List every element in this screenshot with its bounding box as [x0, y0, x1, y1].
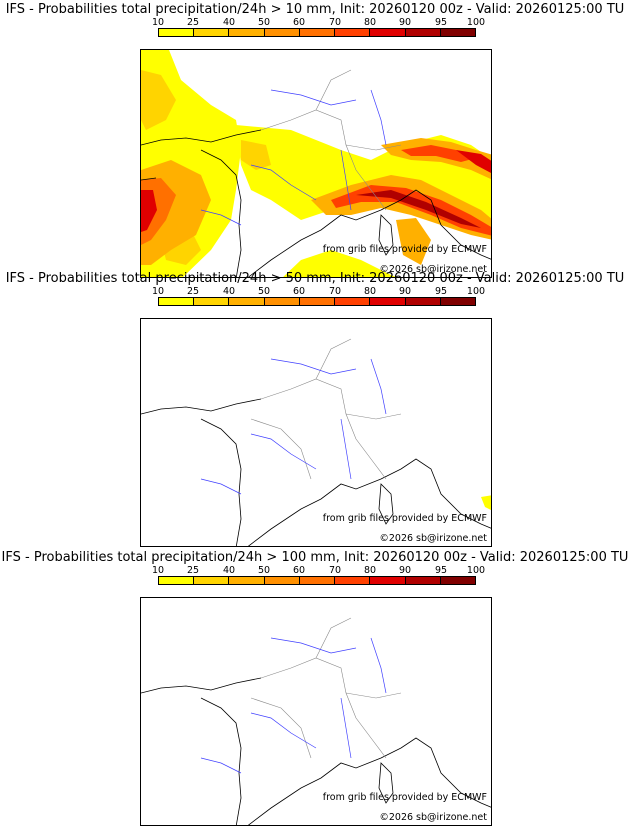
colorbar-segment	[335, 577, 371, 584]
colorbar-segment	[299, 577, 336, 584]
map-canvas	[141, 50, 491, 277]
colorbar-segment	[159, 577, 195, 584]
copyright: ©2026 sb@irizone.net	[379, 264, 487, 275]
colorbar-segment	[194, 577, 230, 584]
colorbar-segment	[264, 577, 300, 584]
colorbar-tick-labels: 10 25 40 50 60 70 80 90 95 100	[152, 17, 485, 28]
copyright: ©2026 sb@irizone.net	[379, 533, 487, 544]
colorbar-segment	[194, 29, 230, 36]
colorbar-segment	[370, 577, 406, 584]
colorbar-tick: 10	[151, 565, 165, 576]
colorbar-tick: 95	[434, 565, 448, 576]
borders	[250, 617, 402, 759]
colorbar-tick: 40	[222, 286, 236, 297]
colorbar-tick: 100	[466, 565, 486, 576]
colorbar-segment	[370, 29, 406, 36]
colorbar-tick-labels: 10 25 40 50 60 70 80 90 95 100	[152, 565, 485, 576]
colorbar-segment	[299, 29, 336, 36]
precipitation-probability-field	[481, 495, 491, 510]
colorbar-tick: 95	[434, 286, 448, 297]
data-source-credit: from grib files provided by ECMWF	[322, 244, 487, 255]
colorbar-segment	[440, 29, 475, 36]
colorbar-tick: 25	[186, 565, 200, 576]
colorbar-tick: 90	[398, 286, 412, 297]
probability-map: from grib files provided by ECMWF ©2026 …	[140, 49, 492, 278]
colorbar	[158, 297, 476, 306]
colorbar-tick: 10	[151, 17, 165, 28]
rivers	[200, 637, 387, 774]
colorbar-segment	[335, 29, 371, 36]
colorbar-segment	[299, 298, 336, 305]
colorbar-segment	[264, 29, 300, 36]
rivers	[200, 358, 387, 495]
colorbar-tick: 60	[292, 565, 306, 576]
panel-100mm: IFS - Probabilities total precipitation/…	[0, 550, 630, 826]
colorbar-segment	[229, 29, 265, 36]
colorbar-tick: 95	[434, 17, 448, 28]
rivers	[200, 89, 387, 226]
colorbar	[158, 576, 476, 585]
colorbar-segment	[405, 29, 441, 36]
colorbar-segment	[405, 298, 441, 305]
precipitation-probability-field	[141, 50, 491, 277]
colorbar-tick: 80	[363, 286, 377, 297]
colorbar-tick: 80	[363, 17, 377, 28]
colorbar-segment	[229, 577, 265, 584]
colorbar-tick: 25	[186, 286, 200, 297]
colorbar-tick: 60	[292, 17, 306, 28]
colorbar-tick: 40	[222, 565, 236, 576]
colorbar-tick: 50	[257, 17, 271, 28]
panel-title: IFS - Probabilities total precipitation/…	[1, 550, 629, 565]
probability-map: from grib files provided by ECMWF ©2026 …	[140, 597, 492, 826]
map-canvas	[141, 338, 491, 546]
data-source-credit: from grib files provided by ECMWF	[322, 792, 487, 803]
colorbar-tick: 70	[328, 565, 342, 576]
colorbar-tick: 80	[363, 565, 377, 576]
colorbar-segment	[405, 577, 441, 584]
colorbar-segment	[440, 298, 475, 305]
probability-map: from grib files provided by ECMWF ©2026 …	[140, 318, 492, 547]
colorbar-tick: 70	[328, 286, 342, 297]
colorbar-segment	[264, 298, 300, 305]
colorbar-tick: 70	[328, 17, 342, 28]
copyright: ©2026 sb@irizone.net	[379, 812, 487, 823]
colorbar-tick: 50	[257, 286, 271, 297]
colorbar-tick: 90	[398, 17, 412, 28]
panel-title: IFS - Probabilities total precipitation/…	[5, 2, 625, 17]
coastlines	[141, 129, 491, 277]
panel-title: IFS - Probabilities total precipitation/…	[5, 271, 625, 286]
colorbar-segment	[370, 298, 406, 305]
coastlines	[141, 398, 491, 546]
map-canvas	[141, 617, 491, 825]
colorbar-tick: 100	[466, 17, 486, 28]
borders	[250, 338, 402, 480]
colorbar-segment	[335, 298, 371, 305]
colorbar-tick: 90	[398, 565, 412, 576]
colorbar	[158, 28, 476, 37]
colorbar-tick-labels: 10 25 40 50 60 70 80 90 95 100	[152, 286, 485, 297]
data-source-credit: from grib files provided by ECMWF	[322, 513, 487, 524]
colorbar-tick: 10	[151, 286, 165, 297]
colorbar-tick: 25	[186, 17, 200, 28]
colorbar-segment	[159, 298, 195, 305]
panel-50mm: IFS - Probabilities total precipitation/…	[0, 271, 630, 547]
borders	[260, 69, 402, 211]
colorbar-segment	[229, 298, 265, 305]
colorbar-tick: 40	[222, 17, 236, 28]
coastlines	[141, 677, 491, 825]
colorbar-tick: 100	[466, 286, 486, 297]
colorbar-segment	[159, 29, 195, 36]
colorbar-tick: 60	[292, 286, 306, 297]
colorbar-tick: 50	[257, 565, 271, 576]
colorbar-segment	[440, 577, 475, 584]
panel-10mm: IFS - Probabilities total precipitation/…	[0, 2, 630, 278]
colorbar-segment	[194, 298, 230, 305]
